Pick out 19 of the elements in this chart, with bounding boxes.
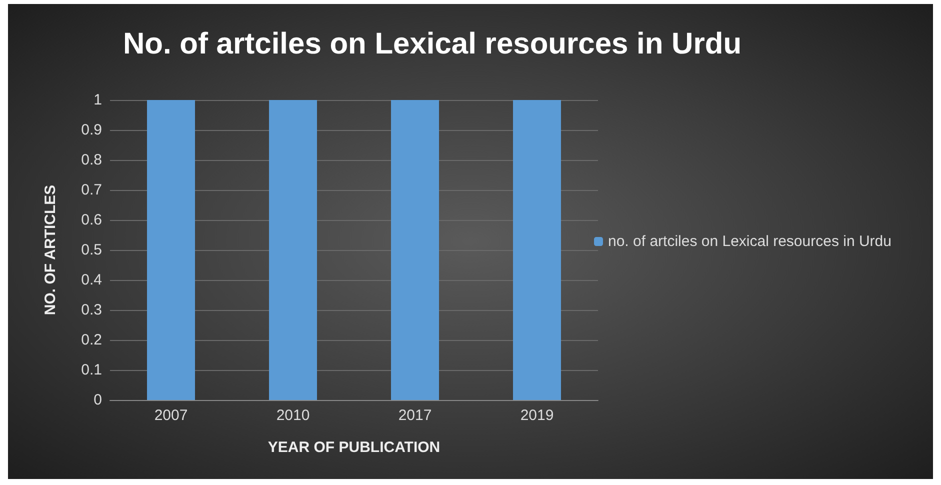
y-axis-title: NO. OF ARTICLES: [42, 184, 59, 316]
y-tick-label: 0.8: [81, 152, 102, 168]
y-tick-label: 0.1: [81, 362, 102, 378]
legend-label: no. of artciles on Lexical resources in Urdu: [608, 233, 892, 250]
x-axis-title: YEAR OF PUBLICATION: [268, 439, 440, 456]
x-tick-label: 2010: [276, 407, 310, 424]
y-tick-label: 0.7: [81, 182, 102, 198]
x-tick-label: 2017: [398, 407, 432, 424]
y-tick-label: 0.6: [81, 212, 102, 228]
y-tick-label: 0.5: [81, 242, 102, 258]
y-tick-label: 0.2: [81, 332, 102, 348]
y-tick-label: 0.4: [81, 272, 102, 288]
chart-title: No. of artciles on Lexical resources in Urdu: [123, 28, 742, 60]
x-tick-label: 2007: [154, 407, 188, 424]
x-tick-label: 2019: [520, 407, 554, 424]
y-tick-label: 0.9: [81, 122, 102, 138]
y-tick-label: 0: [94, 392, 102, 408]
y-tick-label: 1: [94, 92, 102, 108]
y-tick-label: 0.3: [81, 302, 102, 318]
